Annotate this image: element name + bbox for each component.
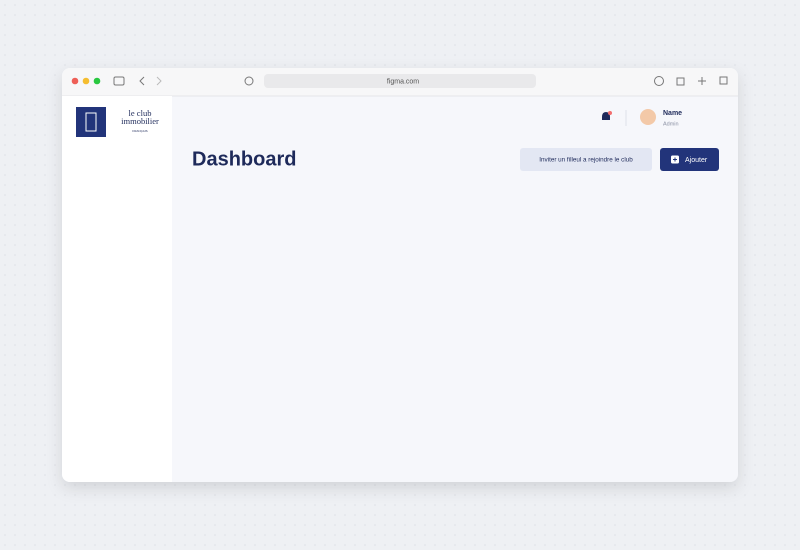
logo-door (85, 112, 97, 132)
add-button[interactable] (660, 148, 719, 171)
url-bar[interactable] (264, 74, 536, 88)
notification-bell[interactable] (602, 112, 610, 120)
logo-text: immobilier (121, 116, 159, 126)
back-button[interactable] (139, 76, 145, 86)
invite-button-label: Inviter un filleul a rejoindre le club (539, 157, 633, 164)
logo-mark (76, 107, 106, 137)
browser-window (62, 68, 738, 482)
notification-badge (608, 111, 612, 115)
download-icon[interactable] (654, 76, 664, 86)
minimize-button[interactable] (82, 77, 90, 85)
tabs-icon[interactable] (719, 76, 728, 85)
logo-subtext: FRANÇAIS (132, 129, 147, 133)
sidebar (62, 96, 172, 482)
add-button-label: Ajouter (685, 157, 708, 164)
close-button[interactable] (71, 77, 79, 85)
window-content: figma.com le club immobilier FRANÇAIS Na… (62, 68, 738, 482)
url: figma.com (387, 78, 419, 85)
user-name: Name (663, 110, 682, 117)
maximize-button[interactable] (93, 77, 101, 85)
avatar[interactable] (640, 109, 656, 125)
privacy-icon (244, 76, 254, 86)
logo-text: le club (129, 108, 152, 118)
add-icon-plus (673, 157, 677, 162)
page-title: Dashboard (192, 148, 296, 170)
forward-button[interactable] (156, 76, 162, 86)
new-tab-icon[interactable] (698, 77, 706, 85)
user-role: Admin (663, 121, 679, 127)
sidebar-toggle[interactable] (113, 76, 125, 86)
share-icon[interactable] (676, 77, 685, 86)
invite-button[interactable] (520, 148, 652, 171)
